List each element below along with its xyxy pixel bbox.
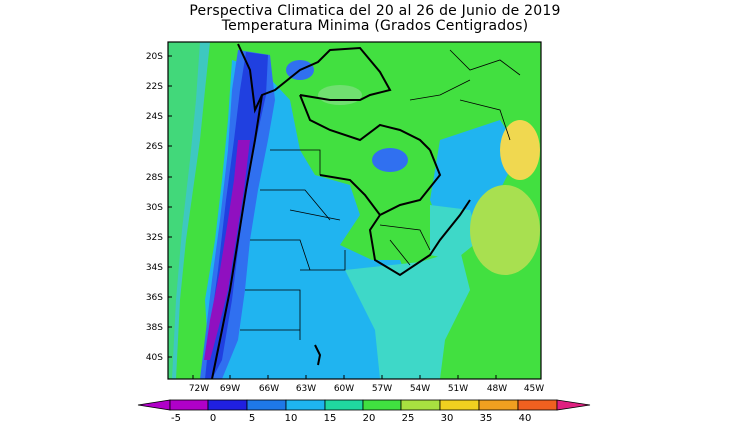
map-field — [168, 42, 541, 379]
lat-label: 40S — [146, 353, 163, 363]
colorbar-arrow-left — [137, 399, 171, 411]
lon-label: 63W — [296, 384, 316, 394]
lat-label: 36S — [146, 293, 163, 303]
colorbar-label: 20 — [363, 413, 376, 422]
colorbar-segment — [246, 399, 287, 411]
colorbar-label: 5 — [249, 413, 255, 422]
colorbar-arrow-right — [556, 399, 591, 411]
lat-label: 24S — [146, 112, 163, 122]
colorbar-segment — [400, 399, 441, 411]
lon-label: 45W — [524, 384, 544, 394]
colorbar-segment — [169, 399, 209, 411]
colorbar-label: 15 — [324, 413, 337, 422]
lat-label: 32S — [146, 233, 163, 243]
province-borders — [240, 49, 521, 340]
lat-label: 22S — [146, 82, 163, 92]
colorbar-segment — [439, 399, 480, 411]
map-subtitle: Temperatura Minima (Grados Centigrados) — [221, 18, 529, 34]
lat-label: 28S — [146, 173, 163, 183]
lon-label: 60W — [334, 384, 354, 394]
colorbar-label: 30 — [441, 413, 454, 422]
lon-label: 66W — [259, 384, 279, 394]
colorbar-label: 10 — [285, 413, 298, 422]
colorbar-label: 0 — [210, 413, 216, 422]
colorbar-label: 25 — [402, 413, 415, 422]
lon-label: 48W — [487, 384, 507, 394]
lat-label: 20S — [146, 52, 163, 62]
colorbar-segment — [324, 399, 364, 411]
lon-label: 51W — [448, 384, 468, 394]
colorbar-segment — [517, 399, 558, 411]
lon-label: 69W — [220, 384, 240, 394]
colorbar-labels: -5 0 5 10 15 20 25 30 35 40 — [171, 413, 531, 422]
lon-ticks — [192, 375, 497, 379]
latitude-axis: 20S 22S 24S 26S 28S 30S 32S 34S 36S 38S … — [146, 52, 163, 363]
lat-label: 30S — [146, 203, 163, 213]
colorbar — [137, 399, 591, 411]
lon-label: 57W — [372, 384, 392, 394]
lat-label: 26S — [146, 142, 163, 152]
colorbar-segment — [362, 399, 402, 411]
lat-label: 34S — [146, 263, 163, 273]
colorbar-label: 35 — [480, 413, 493, 422]
lat-ticks — [168, 55, 172, 358]
colorbar-label: -5 — [171, 413, 181, 422]
lon-label: 72W — [189, 384, 209, 394]
colorbar-label: 40 — [519, 413, 532, 422]
lon-label: 54W — [410, 384, 430, 394]
colorbar-segment — [478, 399, 519, 411]
lat-label: 38S — [146, 323, 163, 333]
colorbar-segment — [285, 399, 326, 411]
colorbar-segment — [207, 399, 248, 411]
map-frame — [167, 41, 542, 380]
country-borders — [211, 43, 471, 380]
map-title: Perspectiva Climatica del 20 al 26 de Ju… — [189, 3, 561, 19]
longitude-axis: 72W 69W 66W 63W 60W 57W 54W 51W 48W 45W — [189, 384, 544, 394]
